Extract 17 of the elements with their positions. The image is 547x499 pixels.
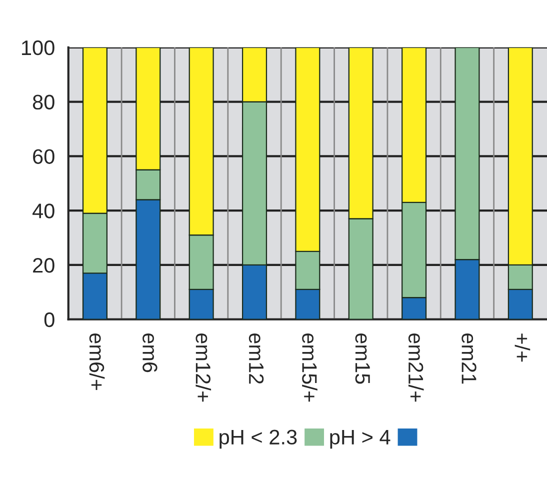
x-tick-label: em6/+: [89, 333, 105, 390]
x-tick-label: +/+: [514, 334, 530, 362]
y-tick-label: 0: [44, 312, 54, 328]
x-tick-label: em15/+: [302, 333, 318, 402]
y-tick-label: 100: [22, 40, 54, 56]
x-tick-label: em21/+: [408, 333, 424, 402]
y-tick-label: 60: [33, 149, 54, 164]
legend-label: pH < 2.3: [220, 430, 297, 449]
y-tick-label: 40: [32, 204, 54, 218]
x-tick-label: em12/+: [196, 333, 212, 402]
legend-label: pH > 4: [330, 430, 390, 449]
y-tick-label: 80: [32, 94, 54, 110]
y-tick-label: 20: [33, 258, 54, 273]
x-tick-label: em12: [248, 333, 264, 384]
x-tick-label: em15: [355, 333, 370, 384]
x-tick-label: em6: [142, 333, 158, 372]
x-tick-label: em21: [462, 333, 476, 384]
